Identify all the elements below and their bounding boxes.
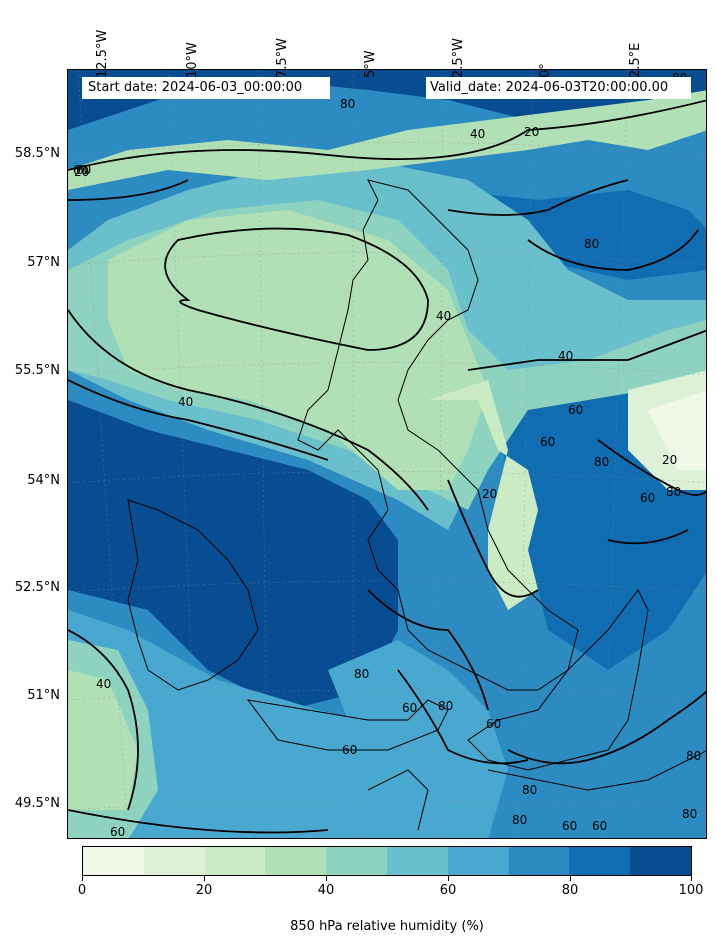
latitude-label: 51°N <box>27 688 60 703</box>
humidity-band-0-10 <box>648 390 706 470</box>
colorbar-swatch <box>265 847 327 875</box>
colorbar <box>82 846 692 876</box>
colorbar-tick <box>326 876 327 881</box>
latitude-label: 54°N <box>27 473 60 488</box>
contour-label: 40 <box>178 395 193 409</box>
colorbar-swatch <box>569 847 631 875</box>
humidity-band-30-40 <box>68 670 138 810</box>
contour-label: 20 <box>524 125 539 139</box>
colorbar-tick-label: 20 <box>195 883 213 898</box>
contour-label: 60 <box>540 435 555 449</box>
colorbar-swatch <box>326 847 387 875</box>
colorbar-swatch <box>143 847 205 875</box>
latitude-label: 52.5°N <box>14 580 60 595</box>
latitude-label: 55.5°N <box>14 363 60 378</box>
contour-label: 80 <box>340 97 355 111</box>
contour-label: 80 <box>682 807 697 821</box>
contour-label: 60 <box>640 491 655 505</box>
contour-label: 40 <box>558 349 573 363</box>
map-panel: 60 60 20 80 40 20 80 40 40 40 60 60 80 2… <box>67 69 707 839</box>
colorbar-tick-label: 0 <box>77 883 87 898</box>
contour-label: 60 <box>486 717 501 731</box>
contour-label: 80 <box>354 667 369 681</box>
contour-label: 40 <box>96 677 111 691</box>
colorbar-tick <box>691 876 692 881</box>
humidity-band-30-40 <box>108 210 488 490</box>
contour-label: 80 <box>512 813 527 827</box>
contour-label: 60 <box>568 403 583 417</box>
humidity-band-90-100 <box>68 400 398 710</box>
contour-label-group: 60 60 20 80 40 20 80 40 40 40 60 60 80 2… <box>73 71 701 839</box>
colorbar-tick <box>82 876 83 881</box>
colorbar-tick-label: 60 <box>439 883 457 898</box>
latitude-label: 58.5°N <box>14 146 60 161</box>
colorbar-swatch <box>83 847 144 875</box>
colorbar-swatch <box>386 847 448 875</box>
contour-label: 80 <box>594 455 609 469</box>
graticule <box>68 70 706 838</box>
contour-label: 60 <box>76 163 91 177</box>
contour-label: 20 <box>482 487 497 501</box>
humidity-map: 60 60 20 80 40 20 80 40 40 40 60 60 80 2… <box>68 70 706 839</box>
latitude-label: 57°N <box>27 255 60 270</box>
valid-date-label: Valid_date: 2024-06-03T20:00:00.00 <box>426 77 691 99</box>
contour-label: 60 <box>562 819 577 833</box>
longitude-label: 2.5°W <box>451 37 466 78</box>
colorbar-tick-label: 100 <box>678 883 704 898</box>
contour-label: 20 <box>662 453 677 467</box>
colorbar-swatch <box>630 847 691 875</box>
humidity-band-20-30 <box>428 380 538 610</box>
colorbar-label: 850 hPa relative humidity (%) <box>290 919 484 934</box>
colorbar-tick <box>570 876 571 881</box>
contour-label: 60 <box>592 819 607 833</box>
longitude-label: 12.5°W <box>95 29 110 78</box>
contour-label: 80 <box>522 783 537 797</box>
contour-label: 60 <box>110 825 125 839</box>
colorbar-swatch <box>204 847 266 875</box>
contour-label: 60 <box>342 743 357 757</box>
colorbar-tick <box>448 876 449 881</box>
colorbar-tick-label: 40 <box>317 883 335 898</box>
start-date-label: Start date: 2024-06-03_00:00:00 <box>82 77 330 99</box>
contour-label: 80 <box>686 749 701 763</box>
longitude-label: 7.5°W <box>275 37 290 78</box>
longitude-label: 2.5°E <box>628 42 643 78</box>
contour-label: 60 <box>73 163 88 177</box>
longitude-label: 10°W <box>185 42 200 78</box>
contour-label: 40 <box>436 309 451 323</box>
longitude-label: 0° <box>538 63 553 78</box>
latitude-label: 49.5°N <box>14 796 60 811</box>
coastlines <box>127 179 706 831</box>
contour-label: 80 <box>438 699 453 713</box>
colorbar-tick <box>204 876 205 881</box>
contour-label: 20 <box>74 165 89 179</box>
contour-label: 80 <box>584 237 599 251</box>
contour-lines <box>68 99 706 834</box>
contour-label: 80 <box>666 485 681 499</box>
colorbar-swatch <box>508 847 570 875</box>
contour-label: 40 <box>470 127 485 141</box>
colorbar-swatch <box>447 847 509 875</box>
longitude-label: 5°W <box>363 50 378 78</box>
humidity-band-60-70 <box>328 640 508 838</box>
colorbar-tick-label: 80 <box>561 883 579 898</box>
contour-label: 60 <box>402 701 417 715</box>
humidity-band-30-40 <box>68 90 706 190</box>
